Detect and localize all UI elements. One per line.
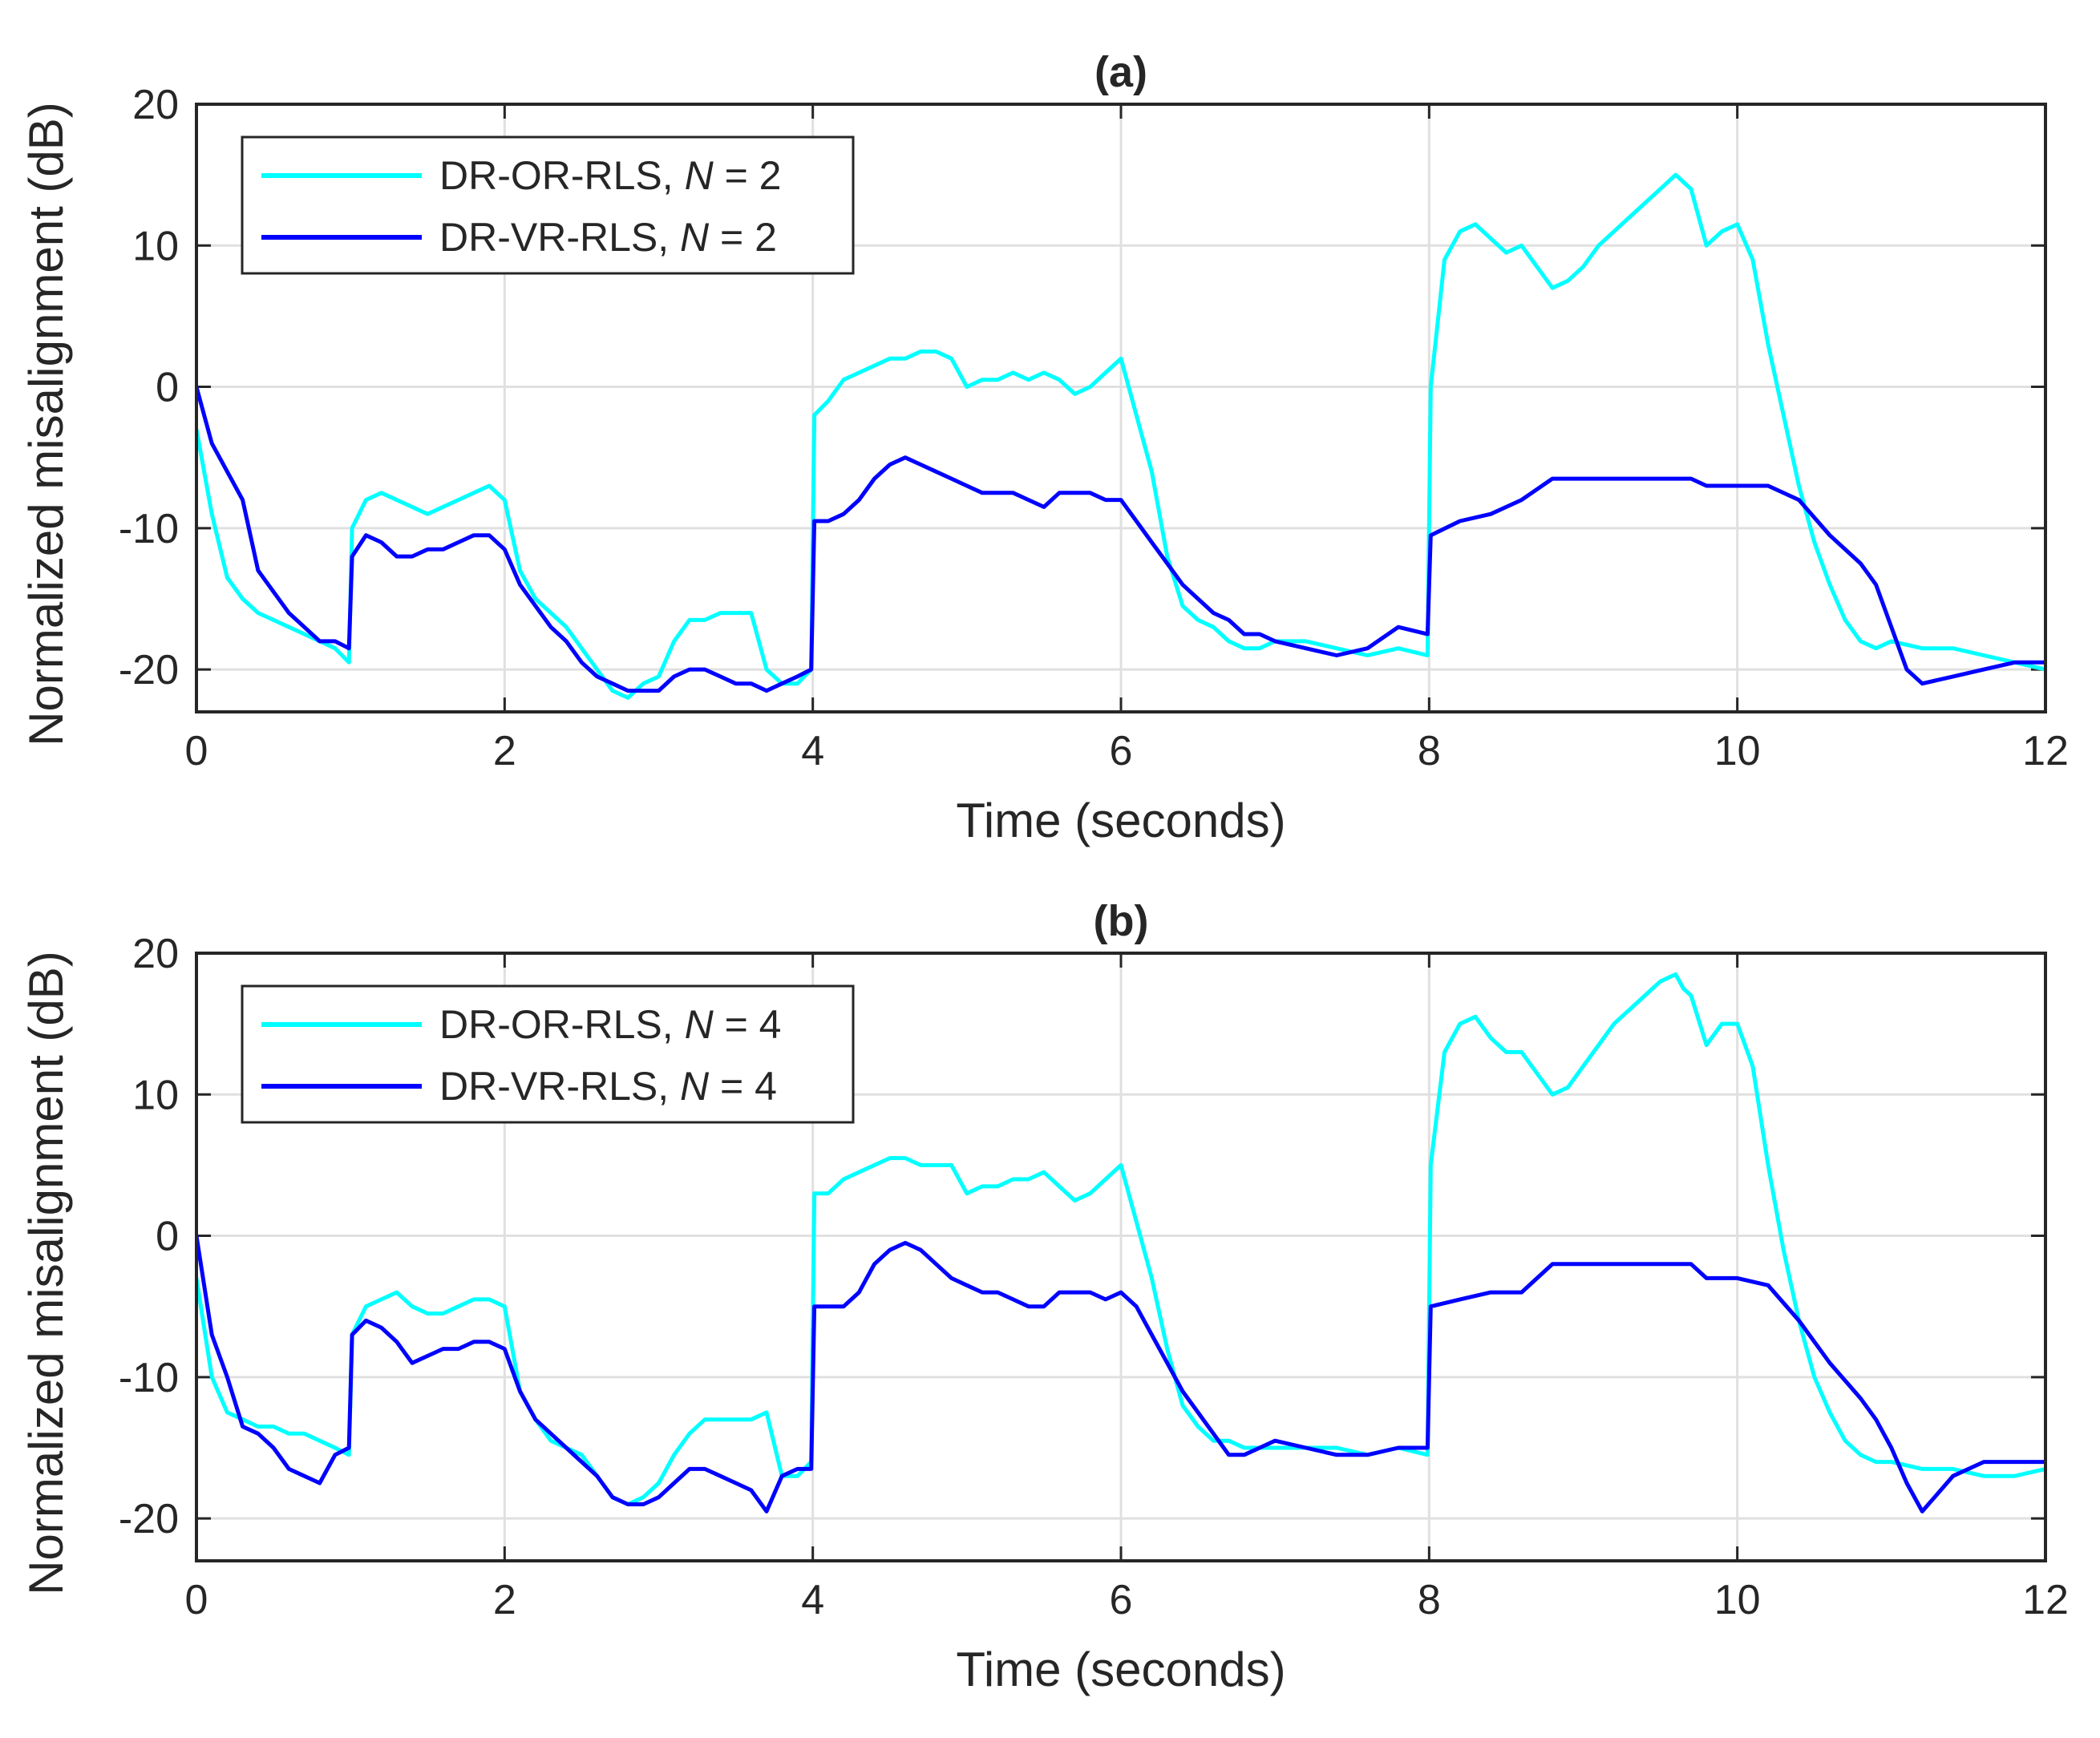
axes-box bbox=[195, 952, 2047, 1562]
legend-label: DR-VR-RLS, N = 2 bbox=[439, 215, 777, 260]
y-axis-label: Normalized misalignment (dB) bbox=[19, 951, 73, 1595]
y-axis-label: Normalized misalignment (dB) bbox=[19, 102, 73, 746]
x-axis-label: Time (seconds) bbox=[956, 1643, 1285, 1696]
y-tick-label: 20 bbox=[132, 931, 179, 977]
x-tick-label: 0 bbox=[185, 728, 208, 774]
panel-a: 0 2 4 6 8 10 12 -20 -10 0 10 20 (a) Time (seconds) Nor… bbox=[19, 48, 2069, 847]
legend-box bbox=[241, 984, 855, 1124]
x-tick-label: 8 bbox=[1418, 728, 1441, 774]
y-tick-label: 10 bbox=[132, 223, 179, 269]
y-tick-label: 10 bbox=[132, 1072, 179, 1118]
x-tick-label: 12 bbox=[2022, 728, 2069, 774]
panel-b: 0 2 4 6 8 10 12 -20 -10 0 10 20 (b) Time (seconds) Nor… bbox=[19, 897, 2069, 1696]
x-tick-label: 4 bbox=[801, 1577, 824, 1623]
x-tick-label: 12 bbox=[2022, 1577, 2069, 1623]
axes-box bbox=[195, 103, 2047, 713]
series-line-dr-or-rls bbox=[196, 172, 2045, 700]
chart-title: (b) bbox=[1094, 897, 1149, 945]
y-tick-label: 20 bbox=[132, 82, 179, 128]
legend-label: DR-OR-RLS, N = 4 bbox=[439, 1002, 781, 1047]
x-tick-label: 6 bbox=[1110, 728, 1133, 774]
legend-label: DR-VR-RLS, N = 4 bbox=[439, 1064, 777, 1109]
x-axis-label: Time (seconds) bbox=[956, 794, 1285, 847]
chart-title: (a) bbox=[1095, 48, 1147, 96]
series-line-dr-or-rls bbox=[196, 972, 2045, 1506]
legend-label: DR-OR-RLS, N = 2 bbox=[439, 153, 781, 198]
x-tick-label: 8 bbox=[1418, 1577, 1441, 1623]
y-tick-label: -20 bbox=[119, 1496, 179, 1542]
x-tick-label: 2 bbox=[493, 1577, 516, 1623]
x-tick-label: 6 bbox=[1110, 1577, 1133, 1623]
x-tick-label: 2 bbox=[493, 728, 516, 774]
y-tick-label: -10 bbox=[119, 506, 179, 552]
x-tick-label: 4 bbox=[801, 728, 824, 774]
series-line-dr-vr-rls bbox=[196, 386, 2045, 693]
x-tick-label: 10 bbox=[1714, 728, 1761, 774]
y-tick-label: -20 bbox=[119, 647, 179, 693]
y-tick-label: 0 bbox=[156, 365, 179, 411]
legend-box bbox=[241, 135, 855, 275]
y-tick-label: 0 bbox=[156, 1214, 179, 1260]
y-tick-label: -10 bbox=[119, 1355, 179, 1401]
x-tick-label: 0 bbox=[185, 1577, 208, 1623]
series-line-dr-vr-rls bbox=[196, 1235, 2045, 1514]
x-tick-label: 10 bbox=[1714, 1577, 1761, 1623]
